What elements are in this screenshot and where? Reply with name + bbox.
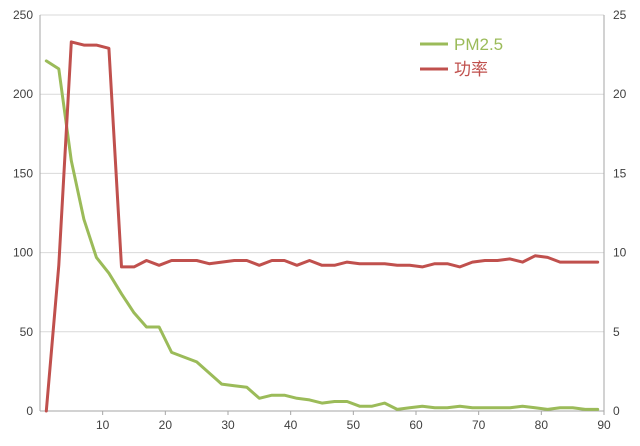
y-tick-label-left: 150 [13,166,33,180]
series-line-power [44,40,600,413]
series-lines [44,40,600,413]
x-tick-label: 30 [221,418,235,432]
x-tick-label: 70 [472,418,486,432]
x-tick-label: 20 [159,418,173,432]
y-tick-label-right: 0 [613,404,620,418]
legend: PM2.5 功率 [420,35,503,79]
x-tick-label: 80 [535,418,549,432]
y-tick-label-right: 5 [613,325,620,339]
x-tick-label: 60 [409,418,423,432]
y-tick-label-right: 25 [613,8,627,22]
series-line-pm25 [44,59,600,411]
x-tick-label: 40 [284,418,298,432]
x-tick-label: 10 [96,418,110,432]
y-tick-label-left: 0 [26,404,33,418]
y-tick-label-left: 200 [13,87,33,101]
y-tick-label-left: 100 [13,246,33,260]
y-tick-label-right: 10 [613,246,627,260]
axes: 0 50 100 150 200 250 0 5 10 15 20 25 10 20 30 40 50 60 70 8… [13,8,627,432]
x-tick-label: 50 [347,418,361,432]
y-tick-label-left: 50 [20,325,34,339]
legend-label-power: 功率 [454,60,488,79]
x-tick-label: 90 [597,418,611,432]
y-tick-label-right: 15 [613,166,627,180]
legend-label-pm25: PM2.5 [454,35,503,54]
y-tick-label-right: 20 [613,87,627,101]
gridlines [40,14,604,412]
y-tick-label-left: 250 [13,8,33,22]
